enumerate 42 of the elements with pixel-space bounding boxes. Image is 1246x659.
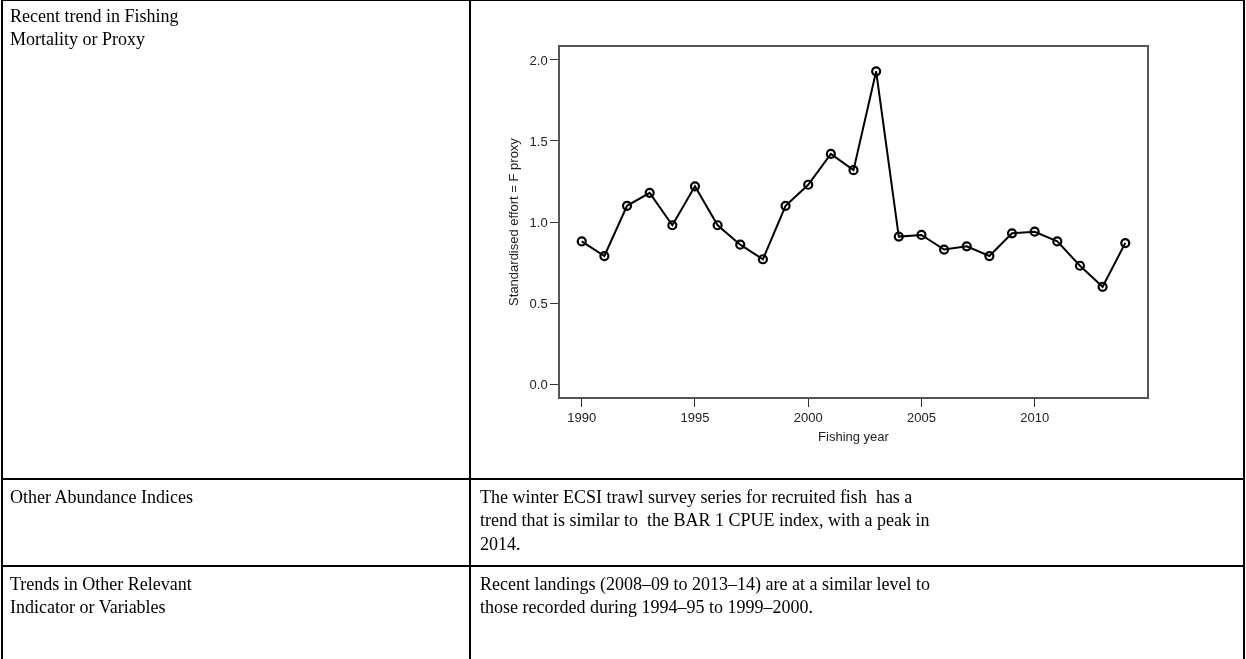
point [1074, 260, 1086, 271]
point [599, 250, 610, 262]
point [667, 220, 678, 231]
point [848, 165, 859, 176]
point [712, 220, 723, 231]
point [644, 187, 655, 198]
y-tick-label: 1.5 [529, 133, 548, 149]
text: Other Abundance Indices [10, 487, 193, 507]
point [825, 148, 836, 160]
y-tick-label: 0.0 [529, 376, 548, 392]
text: Recent landings (2008–09 to 2013–14) are at a similar level to those recorded during 1994–95 to 1999–2000. [480, 574, 930, 618]
point [961, 241, 972, 252]
point [871, 66, 882, 77]
point [938, 244, 950, 255]
text: Trends in Other Relevant Indicator or Variables [10, 574, 192, 618]
x-axis-title: Fishing year [818, 429, 890, 445]
point [735, 239, 746, 250]
point [984, 250, 995, 262]
x-tick-label: 1995 [680, 410, 710, 426]
text: The winter ECSI trawl survey series for recruited fish has a trend that is similar to the BAR 1 CPUE index, with a peak in 2014. [480, 487, 930, 554]
x-tick-label: 1990 [567, 410, 597, 426]
point [757, 254, 769, 265]
point [1097, 281, 1108, 292]
point [689, 181, 701, 192]
point [780, 200, 791, 211]
point [893, 231, 904, 242]
point [916, 229, 927, 241]
point [576, 236, 587, 247]
point [803, 179, 814, 190]
x-tick-label: 2010 [1020, 410, 1050, 426]
point [621, 200, 633, 211]
point [1120, 237, 1131, 249]
point [1006, 228, 1018, 239]
x-tick-label: 2000 [793, 410, 823, 426]
y-tick-label: 1.0 [529, 214, 548, 230]
y-tick-label: 2.0 [529, 52, 548, 68]
y-axis-title: Standardised effort = F proxy [506, 137, 522, 306]
y-tick-label: 0.5 [529, 295, 548, 311]
point [1052, 236, 1063, 247]
x-tick-label: 2005 [906, 410, 936, 426]
text: Recent trend in Fishing Mortality or Proxy [10, 6, 179, 50]
point [1029, 226, 1040, 237]
